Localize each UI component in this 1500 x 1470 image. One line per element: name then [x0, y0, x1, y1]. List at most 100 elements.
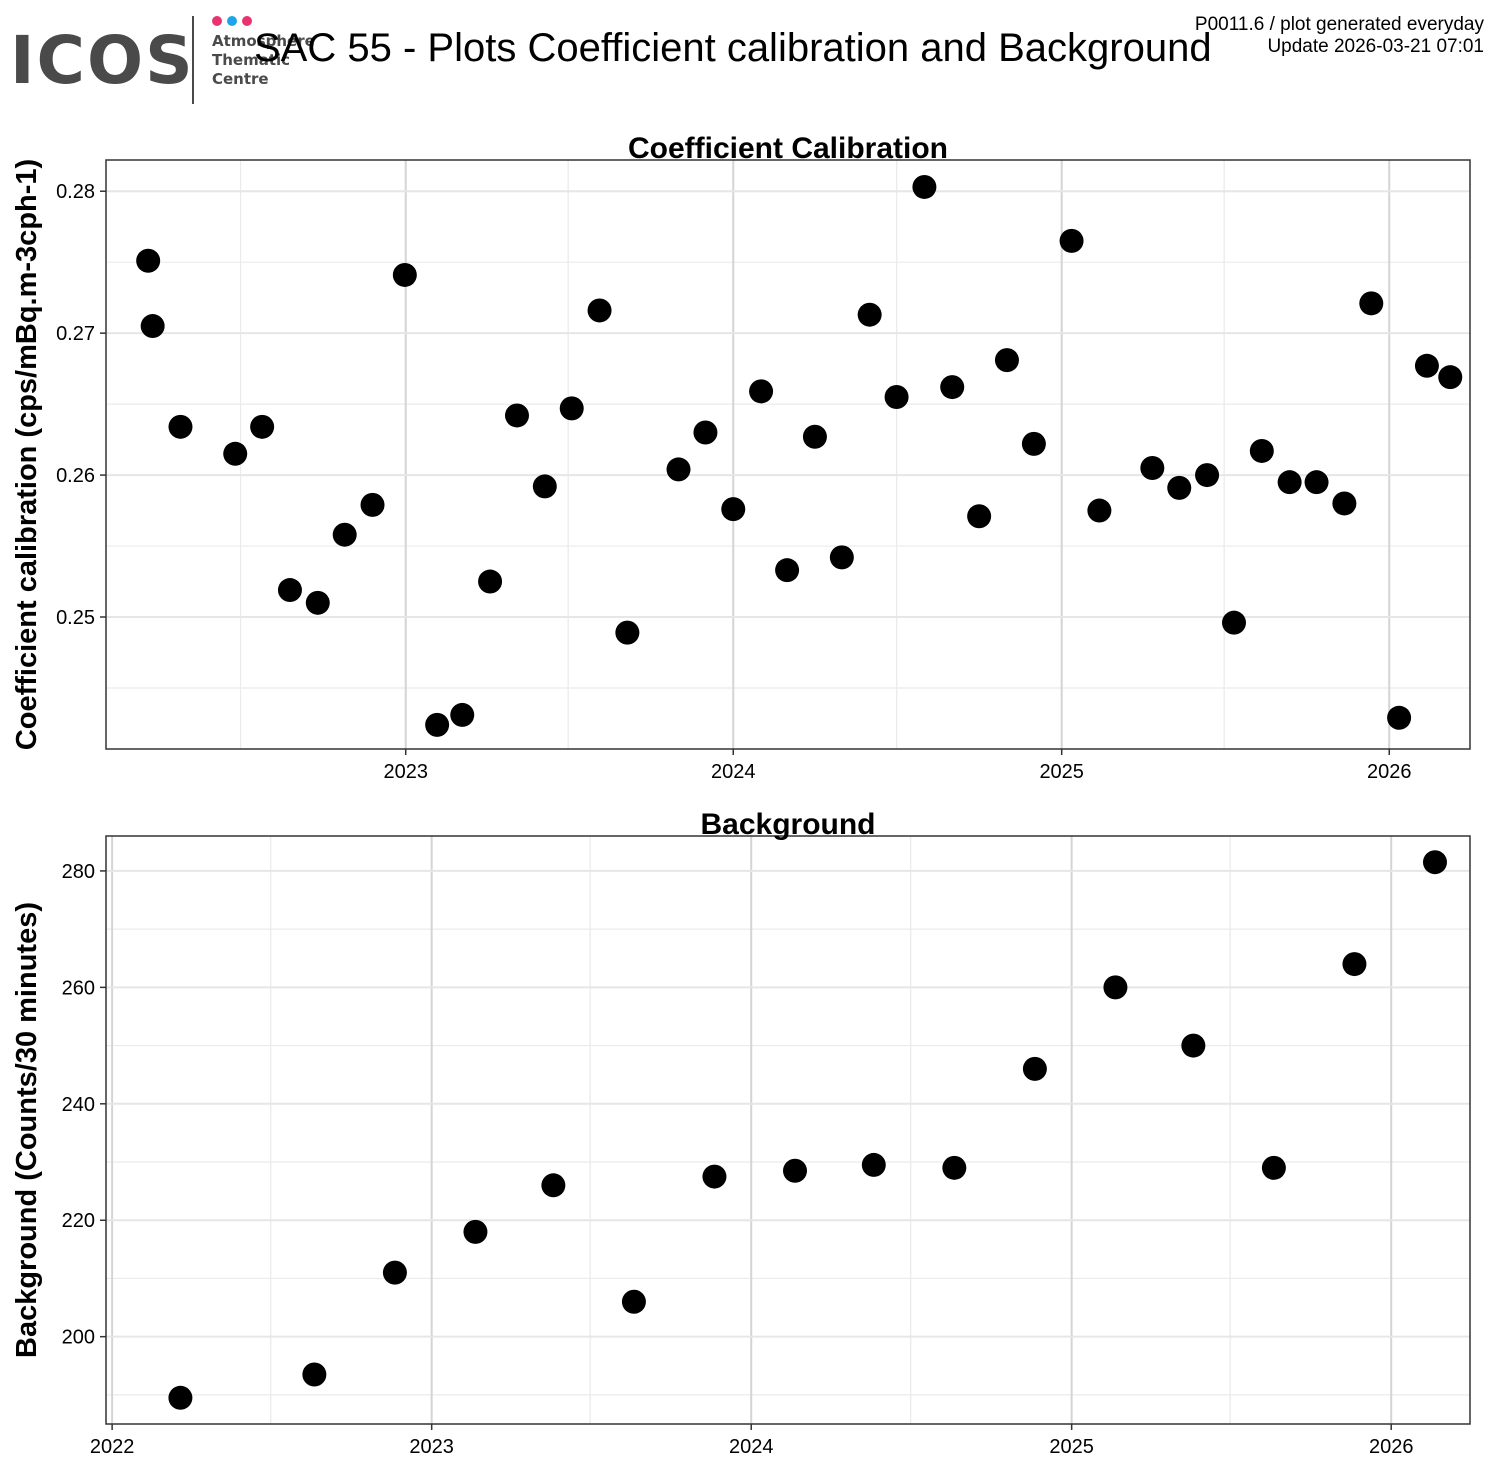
data-point: [829, 545, 854, 570]
data-point: [392, 262, 417, 287]
data-point: [1021, 431, 1046, 456]
data-point: [857, 302, 882, 327]
meta-update: Update 2026-03-21 07:01: [1267, 36, 1484, 57]
data-point: [702, 1164, 727, 1189]
data-point: [277, 578, 302, 603]
plot-border: [105, 835, 1471, 1425]
x-tick-label: 2026: [1369, 1436, 1414, 1458]
data-point: [504, 403, 529, 428]
data-point: [136, 248, 161, 273]
data-point: [1221, 610, 1246, 635]
data-point: [942, 1155, 967, 1180]
data-point: [721, 497, 746, 522]
data-point: [693, 420, 718, 445]
logo-dots-icon: [212, 16, 252, 28]
x-tick-label: 2026: [1367, 761, 1412, 783]
logo-dot-icon: [212, 16, 222, 26]
y-tick-label: 0.26: [56, 465, 95, 487]
x-tick-label: 2023: [383, 761, 428, 783]
chart-title: Coefficient Calibration: [628, 132, 948, 165]
x-tick-label: 2025: [1039, 761, 1084, 783]
logo-dot-icon: [242, 16, 252, 26]
data-point: [1103, 975, 1128, 1000]
data-point: [223, 441, 248, 466]
data-point: [1414, 353, 1439, 378]
icos-logo: ICOS Atmosphere Thematic Centre: [10, 14, 315, 106]
data-point: [749, 379, 774, 404]
page-title: SAC 55 - Plots Coefficient calibration a…: [254, 26, 1212, 70]
data-point: [332, 522, 357, 547]
chart-title: Background: [700, 808, 875, 841]
logo-sub-line: Atmosphere: [212, 32, 315, 50]
x-tick-label: 2025: [1049, 1436, 1094, 1458]
x-tick-label: 2024: [711, 761, 756, 783]
meta-info: P0011.6 / plot generated everyday Update…: [1195, 14, 1484, 58]
data-point: [666, 457, 691, 482]
data-point: [1087, 498, 1112, 523]
y-tick-label: 240: [62, 1094, 95, 1116]
data-point: [1181, 1033, 1206, 1058]
y-tick-label: 280: [62, 861, 95, 883]
logo-sub-line: Thematic: [212, 51, 291, 69]
y-axis-title: Background (Counts/30 minutes): [11, 902, 43, 1358]
data-point: [1304, 470, 1329, 495]
data-point: [168, 1385, 193, 1410]
y-tick-label: 200: [62, 1327, 95, 1349]
data-point: [587, 298, 612, 323]
data-point: [1140, 455, 1165, 480]
data-point: [1438, 365, 1463, 390]
data-point: [1332, 491, 1357, 516]
data-point: [1422, 850, 1447, 875]
chart-panel-1: 2023 2024 2025 2026 0.25 0.26 0.27 0.28 Coeffici…: [11, 132, 1471, 783]
data-point: [621, 1289, 646, 1314]
y-axis-title: Coefficient calibration (cps/mBq.m-3cph-…: [11, 159, 43, 750]
data-point: [615, 620, 640, 645]
data-point: [967, 504, 992, 529]
data-point: [783, 1158, 808, 1183]
data-point: [302, 1362, 327, 1387]
data-point: [140, 314, 165, 339]
data-point: [250, 414, 275, 439]
data-point: [1359, 291, 1384, 316]
x-tick-label: 2022: [90, 1436, 135, 1458]
y-tick-label: 260: [62, 977, 95, 999]
data-point: [1195, 463, 1220, 488]
data-point: [802, 424, 827, 449]
data-point: [168, 414, 193, 439]
data-point: [1022, 1056, 1047, 1081]
x-tick-label: 2023: [409, 1436, 454, 1458]
data-point: [1167, 475, 1192, 500]
data-point: [382, 1260, 407, 1285]
data-point: [775, 558, 800, 583]
logo-divider: [192, 16, 194, 104]
data-point: [884, 385, 909, 410]
data-point: [559, 396, 584, 421]
data-point: [940, 375, 965, 400]
data-point: [861, 1152, 886, 1177]
data-point: [1342, 952, 1367, 977]
data-point: [1277, 470, 1302, 495]
data-point: [450, 702, 475, 727]
data-point: [360, 492, 385, 517]
data-point: [541, 1173, 566, 1198]
data-point: [463, 1219, 488, 1244]
logo-dot-icon: [227, 16, 237, 26]
logo-main-text: ICOS: [10, 22, 195, 99]
y-tick-label: 0.28: [56, 181, 95, 203]
data-point: [1387, 705, 1412, 730]
y-tick-label: 0.25: [56, 607, 95, 629]
plot-border: [105, 159, 1471, 750]
data-point: [1059, 228, 1084, 253]
data-point: [425, 712, 450, 737]
x-tick-label: 2024: [729, 1436, 774, 1458]
data-point: [1261, 1155, 1286, 1180]
y-tick-label: 220: [62, 1210, 95, 1232]
data-point: [1249, 438, 1274, 463]
data-point: [305, 590, 330, 615]
logo-sub-line: Centre: [212, 70, 269, 88]
data-point: [994, 348, 1019, 373]
data-point: [478, 569, 503, 594]
chart-panel-2: 2022 2023 2024 2025 2026 200 220 240 260 280 Backg…: [11, 808, 1471, 1458]
y-tick-label: 0.27: [56, 323, 95, 345]
